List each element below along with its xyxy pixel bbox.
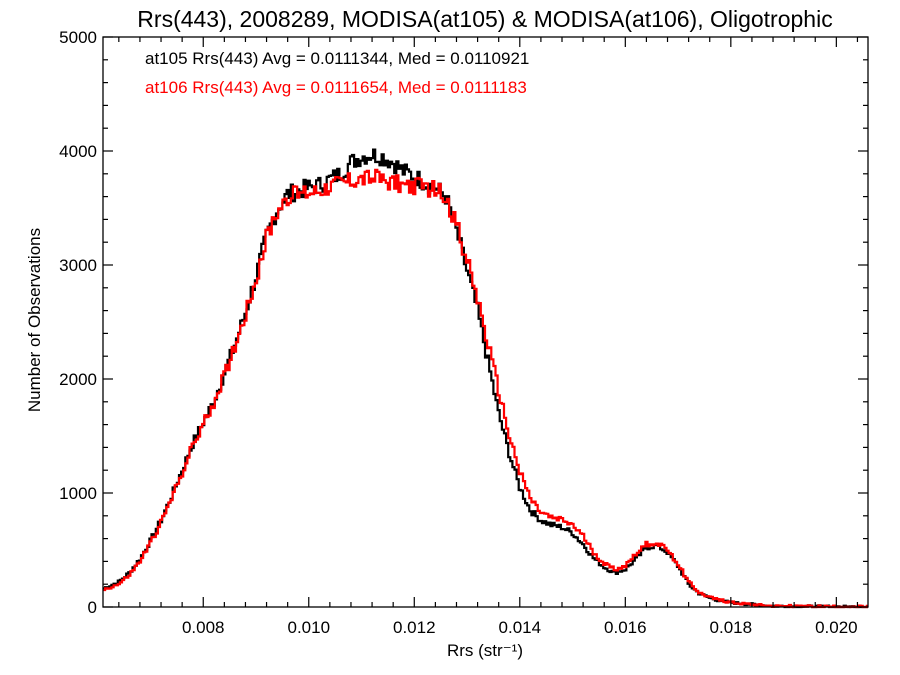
- legend-annotation-at105: at105 Rrs(443) Avg = 0.0111344, Med = 0.…: [145, 49, 529, 68]
- y-tick-label: 4000: [59, 142, 97, 161]
- axes-frame: [102, 36, 869, 608]
- x-tick-label: 0.016: [604, 618, 647, 637]
- x-tick-label: 0.014: [499, 618, 542, 637]
- series-at106-line: [103, 168, 868, 609]
- y-tick-label: 0: [88, 598, 97, 617]
- x-tick-label: 0.010: [287, 618, 330, 637]
- x-tick-label: 0.018: [710, 618, 753, 637]
- y-tick-label: 5000: [59, 28, 97, 47]
- y-tick-label: 1000: [59, 484, 97, 503]
- x-tick-label: 0.008: [182, 618, 225, 637]
- x-axis-label: Rrs (str⁻¹): [447, 641, 523, 660]
- y-axis-label: Number of Observations: [25, 228, 44, 412]
- chart-title: Rrs(443), 2008289, MODISA(at105) & MODIS…: [137, 6, 832, 32]
- legend-annotation-at106: at106 Rrs(443) Avg = 0.0111654, Med = 0.…: [145, 78, 527, 97]
- series-at105-line: [103, 148, 868, 609]
- x-tick-label: 0.020: [815, 618, 858, 637]
- y-tick-label: 3000: [59, 256, 97, 275]
- y-tick-label: 2000: [59, 370, 97, 389]
- plot-area: 0.008 0.010 0.012 0.014 0.016 0.018 0.020 0 1000…: [59, 28, 869, 637]
- x-tick-label: 0.012: [393, 618, 436, 637]
